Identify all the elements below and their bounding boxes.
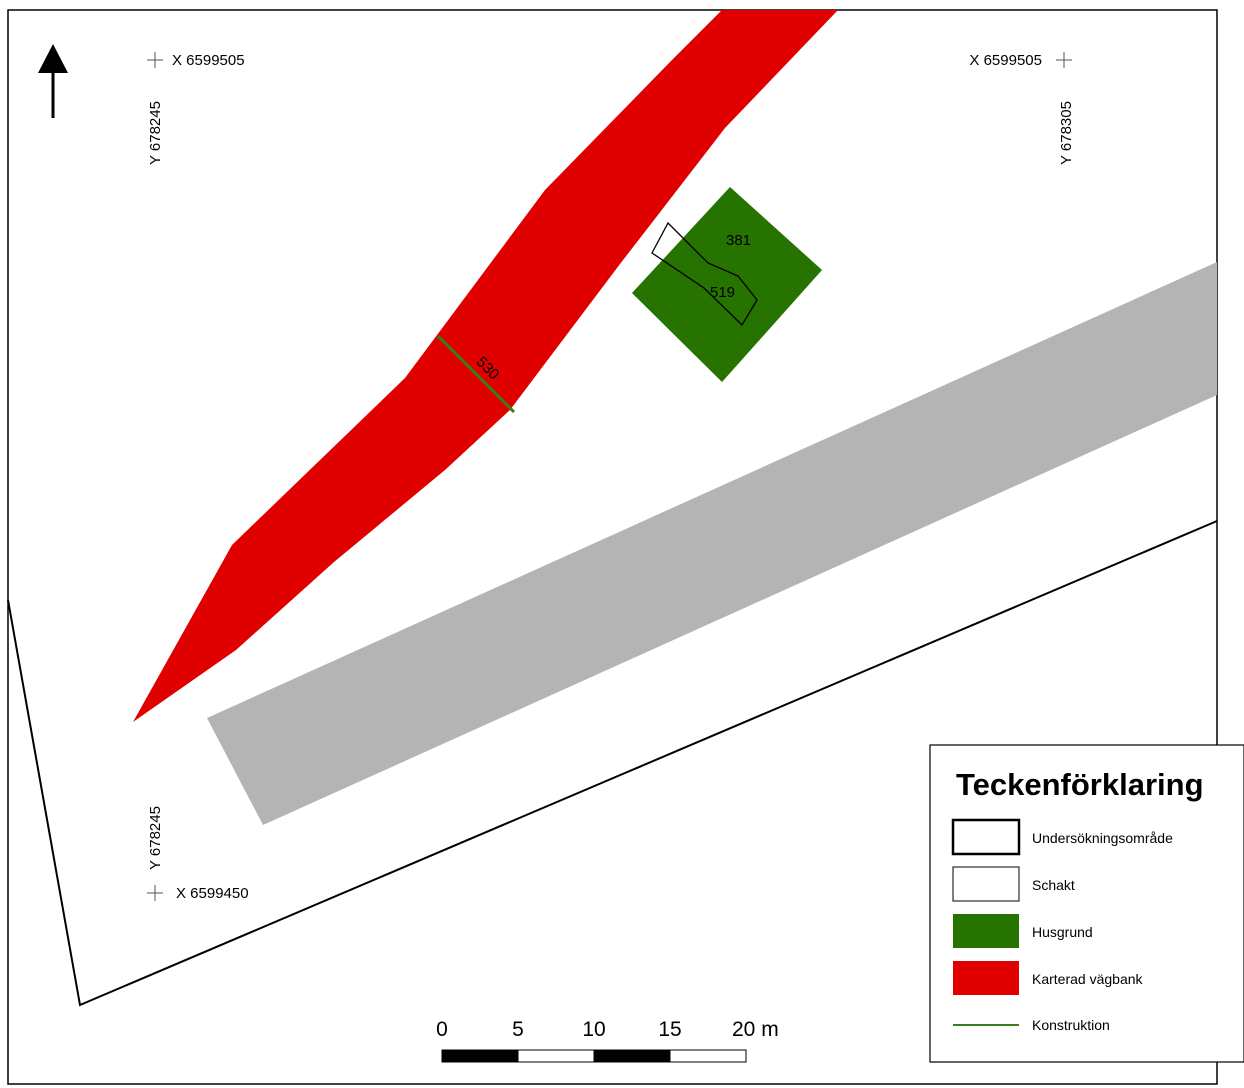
scale-tick-10: 10	[582, 1018, 605, 1041]
north-arrow-icon	[38, 44, 68, 118]
house-foundation-381	[632, 187, 822, 382]
legend-label-road-bank: Karterad vägbank	[1032, 971, 1144, 987]
legend-title: Teckenförklaring	[956, 767, 1204, 802]
legend-box	[929, 744, 1244, 1063]
svg-text:Y 678245: Y 678245	[147, 101, 164, 165]
coordinate-marker-bottom-left: X 6599450 Y 678245	[147, 806, 249, 902]
svg-text:X 6599505: X 6599505	[969, 52, 1042, 69]
legend-label-construction: Konstruktion	[1032, 1017, 1110, 1033]
scale-tick-5: 5	[512, 1018, 524, 1041]
legend-symbol-trench	[952, 866, 1020, 902]
coordinate-marker-top-right: X 6599505 Y 678305	[969, 52, 1075, 165]
legend-label-trench: Schakt	[1032, 877, 1075, 893]
legend-symbol-road-bank	[953, 961, 1019, 995]
scale-tick-15: 15	[658, 1018, 681, 1041]
legend-symbol-house	[953, 914, 1019, 948]
scale-tick-20m: 20 m	[732, 1018, 779, 1041]
legend-label-survey-area: Undersökningsområde	[1032, 830, 1173, 846]
road-bank-area	[133, 10, 838, 722]
label-381: 381	[726, 232, 751, 249]
svg-text:X 6599450: X 6599450	[176, 885, 249, 902]
scale-bar: 0 5 10 15 20 m	[436, 1018, 779, 1063]
svg-text:X 6599505: X 6599505	[172, 52, 245, 69]
legend: Teckenförklaring Undersökningsområde Sch…	[929, 744, 1244, 1063]
legend-label-house: Husgrund	[1032, 924, 1093, 940]
trench-519	[651, 221, 758, 327]
svg-text:Y 678305: Y 678305	[1058, 101, 1075, 165]
construction-line-530	[436, 334, 516, 414]
survey-area-boundary	[7, 520, 1218, 1007]
legend-symbol-survey-area	[951, 818, 1021, 856]
label-519: 519	[710, 284, 735, 301]
svg-text:Y 678245: Y 678245	[147, 806, 164, 870]
gray-band	[207, 262, 1217, 825]
scale-tick-0: 0	[436, 1018, 448, 1041]
coordinate-marker-top-left: X 6599505 Y 678245	[147, 52, 245, 165]
